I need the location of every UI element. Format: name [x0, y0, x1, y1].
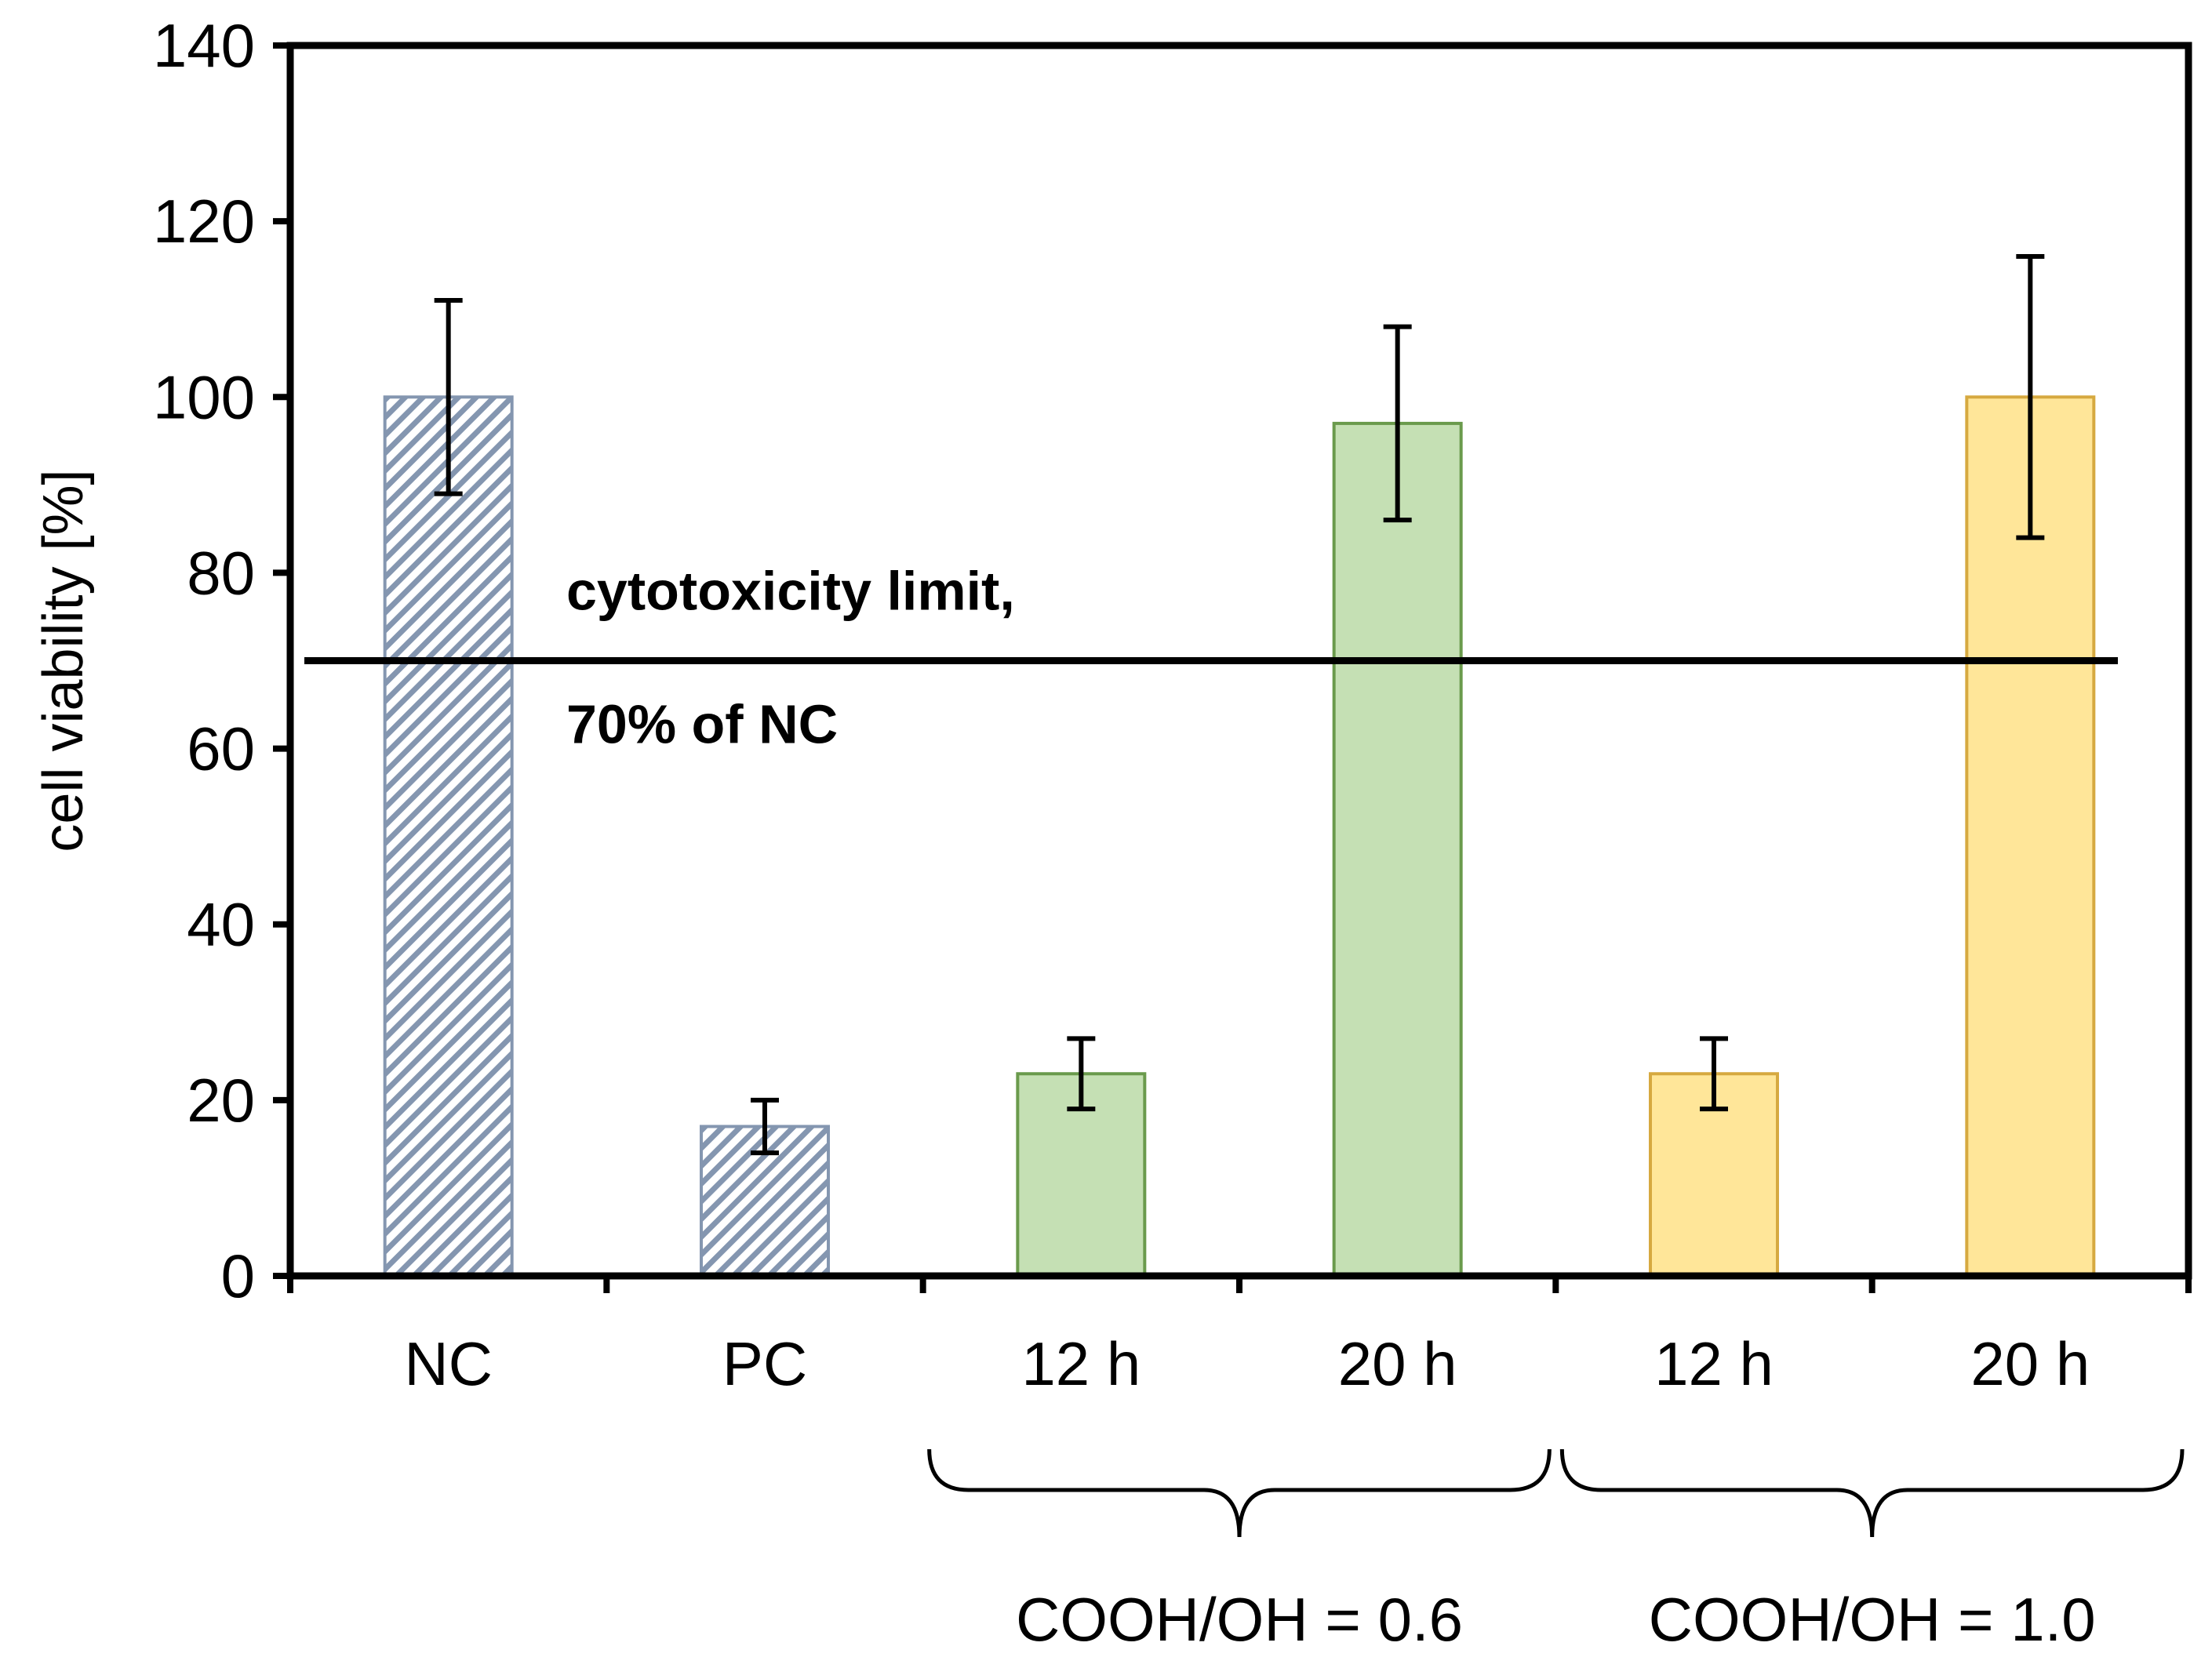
x-category-label-3: 12 h [1021, 1329, 1141, 1398]
y-tick-label-60: 60 [187, 714, 255, 783]
y-tick-label-80: 80 [187, 538, 255, 607]
x-category-label-1: NC [404, 1329, 493, 1398]
y-tick-label-0: 0 [221, 1241, 255, 1310]
y-axis-label: cell viability [%] [32, 469, 95, 852]
y-tick-label-20: 20 [187, 1066, 255, 1135]
group-label-2: COOH/OH = 1.0 [1649, 1585, 2096, 1654]
cytotoxicity-limit-sublabel: 70% of NC [566, 694, 838, 755]
x-category-label-4: 20 h [1338, 1329, 1457, 1398]
x-axis: NC PC 12 h 20 h 12 h 20 h [287, 1276, 2192, 1398]
cytotoxicity-limit-label: cytotoxicity limit, [566, 561, 1015, 622]
group-brace-1 [927, 1448, 1552, 1538]
y-tick-label-120: 120 [153, 187, 255, 256]
x-category-label-6: 20 h [1970, 1329, 2090, 1398]
group-label-1: COOH/OH = 0.6 [1016, 1585, 1463, 1654]
group-brace-2 [1559, 1448, 2185, 1538]
bar-4 [1332, 421, 1463, 1278]
bar-6 [1965, 395, 2096, 1277]
group-braces: COOH/OH = 0.6 COOH/OH = 1.0 [927, 1448, 2185, 1654]
y-tick-label-140: 140 [153, 11, 255, 80]
x-category-label-5: 12 h [1654, 1329, 1774, 1398]
error-bars-layer [434, 253, 2045, 1156]
y-tick-label-100: 100 [153, 362, 255, 431]
x-category-label-2: PC [722, 1329, 807, 1398]
bars-layer [383, 395, 2096, 1278]
y-axis: 0 20 40 60 80 100 120 140 [153, 11, 290, 1310]
y-tick-label-40: 40 [187, 890, 255, 959]
bar-1 [383, 395, 514, 1277]
